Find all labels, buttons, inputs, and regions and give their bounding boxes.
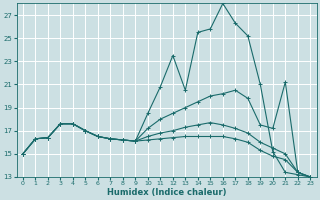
X-axis label: Humidex (Indice chaleur): Humidex (Indice chaleur) bbox=[107, 188, 226, 197]
